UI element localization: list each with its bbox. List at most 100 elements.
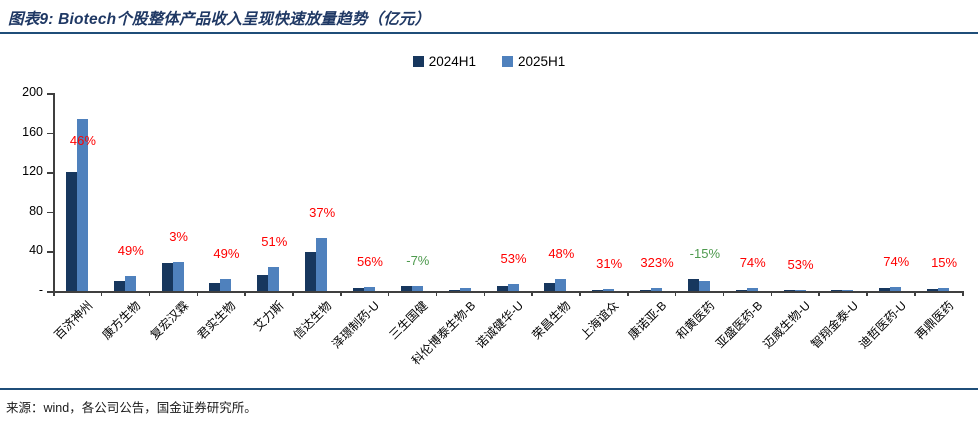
category-label: 亚盛医药-B [712,298,766,351]
x-tick [962,291,964,296]
bar-2025h1 [555,279,567,291]
bar-2025h1 [698,280,710,291]
bar-2024h1 [640,290,652,291]
growth-label: -7% [406,252,430,268]
bar-2025h1 [938,288,950,291]
bar-2024h1 [448,290,460,291]
growth-label: 53% [787,256,814,272]
y-tick-label: 160 [22,124,43,139]
category-label: 荣昌生物 [529,298,574,343]
y-tick [47,211,53,214]
y-tick [47,291,53,293]
y-tick [47,172,53,174]
category-label: 和黄医药 [673,298,718,343]
category-label: 君实生物 [194,298,239,343]
category-label: 上海谊众 [577,298,622,343]
bar-2024h1 [687,279,699,291]
growth-label: 31% [596,256,623,272]
y-tick-label: - [38,283,43,297]
growth-label: 3% [169,229,188,245]
x-tick [340,291,342,296]
x-tick [100,291,103,296]
bar-2025h1 [507,283,519,291]
growth-label: 53% [500,250,527,266]
category-label: 再鼎医药 [912,298,957,343]
x-tick [148,291,151,296]
legend-swatch-2024h1-icon [412,56,424,67]
category-label: 复宏汉霖 [147,298,191,343]
bar-2025h1 [603,289,615,291]
growth-label: 46% [69,133,96,148]
bar-2025h1 [172,262,184,291]
legend-label-2024h1: 2024H1 [428,54,476,69]
title-divider [0,32,978,34]
bar-2024h1 [496,286,508,291]
bar-2024h1 [305,252,317,291]
bar-2025h1 [842,289,854,291]
legend-item-2024h1: 2024H1 [412,54,476,69]
y-tick [47,93,53,95]
category-label: 诺诚健华-U [473,298,526,352]
page-title: 图表9: Biotech个股整体产品收入呈现快速放量趋势（亿元） [8,11,431,28]
bar-2024h1 [352,288,364,291]
y-tick-label: 200 [22,85,43,99]
bar-2025h1 [651,287,663,291]
y-tick [47,132,53,135]
bar-2025h1 [220,279,232,291]
chart-legend: 2024H1 2025H1 [0,54,978,69]
bar-2025h1 [363,286,375,291]
source-note: 来源：wind，各公司公告，国金证券研究所。 [6,401,257,415]
category-label: 信达生物 [290,298,335,343]
x-axis-line [53,291,962,293]
bar-2025h1 [124,276,136,291]
category-label: 艾力斯 [251,298,287,334]
bar-2024h1 [592,289,604,291]
growth-label: 48% [548,246,575,262]
bar-2024h1 [927,288,939,291]
bar-2025h1 [76,118,88,291]
x-tick [914,291,916,296]
bar-2025h1 [459,288,471,291]
x-tick [770,291,773,296]
bar-2025h1 [794,289,806,291]
growth-label: 74% [739,255,766,271]
bar-2024h1 [735,289,747,291]
legend-item-2025h1: 2025H1 [502,54,565,69]
category-label: 康诺亚-B [625,298,670,343]
growth-label: 49% [117,243,144,259]
x-tick [531,291,533,296]
y-tick [47,251,53,253]
bar-2025h1 [890,286,902,291]
bar-2024h1 [65,172,77,291]
x-tick [483,291,486,296]
y-tick-label: 40 [29,243,43,258]
growth-label: 74% [883,253,910,269]
x-tick [196,291,199,296]
bar-2025h1 [268,267,280,291]
legend-label-2025h1: 2025H1 [518,54,566,69]
x-tick [674,291,677,296]
x-tick [579,291,581,296]
footer-divider [0,388,978,390]
bar-2025h1 [746,288,758,291]
x-tick [435,291,438,296]
bar-2024h1 [831,290,843,291]
bar-2025h1 [316,238,328,291]
growth-label: 323% [640,254,674,270]
y-tick-label: 120 [22,164,43,179]
category-label: 百济神州 [51,298,96,343]
category-label: 三生国健 [386,298,431,343]
category-label: 迪哲医药-U [855,298,909,352]
growth-label: 51% [261,234,288,250]
y-axis-line [53,93,55,291]
x-tick [292,291,294,296]
category-label: 康方生物 [99,298,144,343]
x-tick [53,291,55,296]
category-label: 智翔金泰-U [807,298,861,352]
bar-2024h1 [113,281,125,291]
x-tick [387,291,390,296]
x-tick [722,291,725,296]
growth-label: 49% [213,246,240,262]
